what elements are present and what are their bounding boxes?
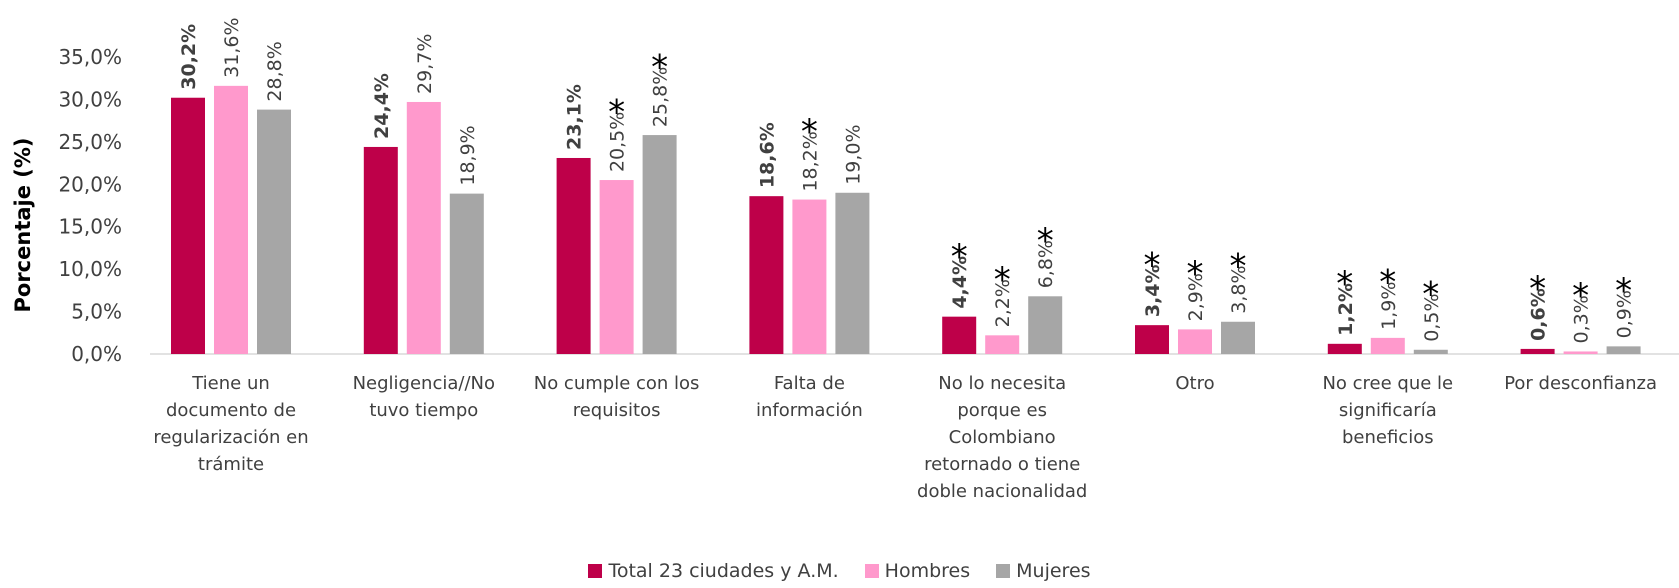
bar	[1178, 329, 1212, 354]
legend-item: Hombres	[864, 560, 971, 582]
bar	[1563, 351, 1598, 354]
value-label: 0,9%	[1614, 290, 1636, 338]
bar	[1135, 325, 1169, 354]
value-label: 0,6%	[1528, 288, 1550, 341]
significance-flag: *	[1144, 245, 1161, 285]
legend-label: Mujeres	[1016, 560, 1091, 582]
y-tick-label: 0,0%	[71, 342, 122, 366]
significance-flag: *	[1572, 276, 1589, 316]
value-label: 6,8%	[1035, 240, 1057, 288]
bar	[1606, 346, 1641, 354]
bar	[363, 146, 398, 354]
significance-flag: *	[1037, 221, 1054, 261]
value-label: 28,8%	[264, 41, 286, 101]
legend-label: Total 23 ciudades y A.M.	[608, 560, 839, 582]
significance-flag: *	[608, 93, 625, 133]
significance-flag: *	[1529, 269, 1546, 309]
legend-swatch	[996, 564, 1011, 578]
bar	[1327, 343, 1362, 354]
x-tick-label: No cree que le significaría beneficios	[1322, 373, 1454, 448]
legend-item: Total 23 ciudades y A.M.	[588, 560, 839, 582]
value-label: 29,7%	[414, 34, 436, 94]
x-tick-label: No cumple con los requisitos	[533, 373, 700, 421]
bar	[835, 192, 870, 354]
significance-flag: *	[951, 237, 968, 277]
bar	[1221, 321, 1255, 354]
significance-flag: *	[1615, 271, 1632, 311]
value-label: 2,9%	[1185, 273, 1207, 321]
value-label: 24,4%	[371, 73, 393, 139]
bar	[1413, 349, 1448, 354]
value-label: 3,4%	[1142, 264, 1164, 317]
value-label: 18,9%	[457, 125, 479, 185]
value-label: 1,2%	[1335, 283, 1357, 336]
value-label: 23,1%	[564, 84, 586, 150]
x-tick-label: Negligencia//No tuvo tiempo	[352, 373, 495, 421]
bar	[1520, 348, 1555, 354]
significance-flag: *	[1379, 263, 1396, 303]
bar	[1370, 337, 1405, 354]
legend: Total 23 ciudades y A.M. Hombres Mujeres	[0, 560, 1679, 582]
x-tick-label: Tiene un documento de regularización en …	[153, 373, 309, 475]
y-axis-label: Porcentaje (%)	[11, 137, 35, 312]
bar	[406, 101, 441, 354]
y-tick-label: 15,0%	[58, 215, 122, 239]
x-tick-label: Falta de información	[756, 373, 863, 421]
value-label: 20,5%	[607, 112, 629, 172]
significance-flag: *	[801, 112, 818, 152]
significance-flag: *	[651, 48, 668, 88]
x-tick-label: Otro	[1175, 373, 1215, 394]
y-tick-label: 10,0%	[58, 257, 122, 281]
bar	[556, 157, 591, 354]
bar	[942, 316, 977, 354]
value-label: 0,3%	[1571, 295, 1593, 343]
value-label: 0,5%	[1421, 293, 1443, 341]
bar	[749, 196, 784, 354]
legend-item: Mujeres	[996, 560, 1091, 582]
x-tick-label: No lo necesita porque es Colombiano reto…	[917, 373, 1088, 502]
value-label: 3,8%	[1228, 265, 1250, 313]
bar	[985, 335, 1020, 354]
x-tick-label: Por desconfianza	[1504, 373, 1657, 394]
value-label: 4,4%	[949, 256, 971, 309]
y-tick-label: 20,0%	[58, 172, 122, 196]
value-label: 31,6%	[221, 17, 243, 77]
significance-flag: *	[1336, 264, 1353, 304]
significance-flag: *	[1422, 274, 1439, 314]
legend-label: Hombres	[884, 560, 971, 582]
bar	[257, 109, 291, 355]
significance-flag: *	[1187, 254, 1204, 294]
value-label: 2,2%	[992, 279, 1014, 327]
y-tick-label: 35,0%	[58, 45, 122, 69]
value-label: 18,6%	[756, 122, 778, 188]
value-label: 1,9%	[1378, 282, 1400, 330]
significance-flag: *	[994, 260, 1011, 300]
value-label: 18,2%	[799, 131, 821, 191]
bar	[642, 135, 677, 354]
bar	[599, 180, 634, 354]
y-tick-label: 25,0%	[58, 130, 122, 154]
y-tick-label: 5,0%	[71, 300, 122, 324]
value-label: 25,8%	[650, 67, 672, 127]
bar	[171, 97, 205, 354]
legend-swatch	[588, 564, 603, 578]
significance-flag: *	[1230, 246, 1247, 286]
bar	[449, 193, 484, 354]
bar	[1028, 296, 1063, 354]
bar	[792, 199, 827, 354]
value-label: 19,0%	[842, 124, 864, 184]
value-label: 30,2%	[178, 24, 200, 90]
y-tick-label: 30,0%	[58, 87, 122, 111]
legend-swatch	[864, 564, 879, 578]
bar	[214, 85, 248, 354]
